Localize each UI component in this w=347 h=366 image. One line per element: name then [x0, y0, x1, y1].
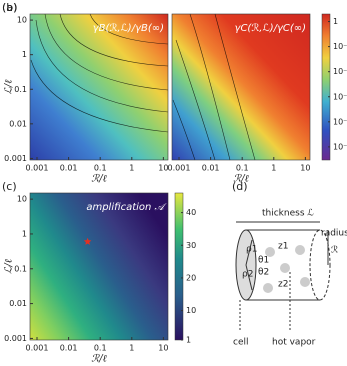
panel-title: γB(ℛ,ℒ)/γB(∞) — [93, 23, 164, 34]
panel-label: (d) — [232, 180, 248, 193]
atom — [263, 283, 273, 293]
x-tick-label: 0.001 — [26, 344, 49, 353]
panel-label: (c) — [2, 180, 17, 193]
x-tick-label: 0.01 — [60, 344, 78, 353]
colorbar — [321, 13, 331, 161]
diagram: (d) thickness ℒ radius ℛ ρ1 ρ2 θ1 θ2 z1 … — [232, 180, 347, 348]
atom — [300, 277, 310, 287]
z2-label: z2 — [278, 280, 288, 290]
radius-symbol: ℛ — [331, 246, 338, 256]
atom — [280, 263, 290, 273]
z1-label: z1 — [278, 242, 288, 252]
theta2-label: θ2 — [258, 268, 269, 278]
x-tick-label: 0.1 — [236, 164, 249, 173]
rho1 — [245, 239, 253, 266]
x-tick-label: 0.01 — [202, 164, 220, 173]
x-tick-label: 0.001 — [168, 164, 191, 173]
panel-title: γC(ℛ,ℒ)/γC(∞) — [235, 23, 306, 34]
atom — [265, 247, 275, 257]
x-tick-label: 10 — [300, 164, 310, 173]
y-axis-label: ℒ/ℓ — [4, 259, 15, 274]
heatmap-field — [30, 14, 168, 160]
marker-star — [83, 237, 92, 245]
colorbar-tick-label: 30 — [186, 241, 196, 250]
y-tick-label: 1 — [22, 229, 27, 238]
x-tick-label: 0.1 — [94, 344, 107, 353]
heatmap-field — [172, 14, 310, 160]
contour — [189, 13, 231, 161]
x-tick-label: 0.1 — [94, 164, 107, 173]
rho2-label: ρ2 — [242, 270, 253, 280]
colorbar-tick-label: 10⁻¹ — [333, 42, 347, 51]
contour — [30, 59, 169, 133]
x-axis-label: ℛ/ℓ — [91, 174, 107, 185]
y-tick-label: 0.001 — [4, 154, 27, 163]
colorbar-tick-label: 10⁻⁴ — [333, 117, 347, 126]
contour — [89, 13, 169, 45]
colorbar-tick-label: 1 — [333, 17, 338, 26]
y-tick-label: 10 — [17, 195, 27, 204]
colorbar-tick-label: 10⁻² — [333, 67, 347, 76]
panel-label: (a) — [2, 1, 17, 14]
y-tick-label: 0.1 — [14, 85, 27, 94]
colorbar — [174, 192, 184, 341]
x-tick-label: 1 — [129, 344, 134, 353]
y-tick-label: 0.01 — [9, 299, 27, 308]
colorbar-tick-label: 40 — [186, 208, 196, 217]
colorbar-tick-label: 20 — [186, 273, 196, 282]
y-tick-label: 0.001 — [4, 334, 27, 343]
rho1-label: ρ1 — [246, 245, 257, 255]
end-face — [309, 229, 331, 301]
y-tick-label: 0.1 — [14, 264, 27, 273]
contours-a — [30, 13, 169, 133]
contour — [214, 13, 256, 161]
panel-title: amplification 𝒜 — [86, 202, 167, 213]
plot-frame — [29, 192, 169, 341]
x-axis-label: ℛ/ℓ — [91, 354, 107, 365]
colorbar-tick-label: 10 — [186, 306, 196, 315]
x-tick-label: 0.001 — [26, 164, 49, 173]
panel-label: (b) — [2, 1, 18, 14]
contours-b — [172, 13, 256, 161]
thickness-label: thickness ℒ — [262, 209, 314, 219]
y-tick-label: 0.01 — [9, 119, 27, 128]
rho2 — [245, 264, 253, 291]
cell-label: cell — [233, 338, 249, 348]
contour — [44, 13, 169, 91]
contour — [172, 99, 196, 161]
contour — [35, 19, 169, 113]
heatmap-field — [30, 193, 168, 340]
atom — [295, 245, 305, 255]
y-tick-label: 1 — [22, 50, 27, 59]
x-tick-label: 10 — [158, 344, 168, 353]
colorbar-tick-label: 10⁻⁵ — [333, 142, 347, 151]
x-tick-label: 10 — [158, 164, 168, 173]
plot-frame — [171, 13, 311, 161]
x-axis-label: ℛ/ℓ — [233, 174, 249, 185]
colorbar-tick-label: 10⁻³ — [333, 92, 347, 101]
x-tick-label: 1 — [129, 164, 134, 173]
y-tick-label: 10 — [17, 16, 27, 25]
colorbar-tick-label: 1 — [186, 336, 191, 345]
y-axis-label: ℒ/ℓ — [4, 80, 15, 95]
radius-label: radius — [321, 229, 347, 239]
theta1-label: θ1 — [258, 256, 269, 266]
vapor-label: hot vapor — [272, 338, 316, 348]
plot-frame — [29, 13, 169, 161]
x-tick-label: 0.01 — [60, 164, 78, 173]
x-tick-label: 1 — [271, 164, 276, 173]
heatmaps — [30, 14, 310, 340]
contour — [59, 13, 169, 67]
contour — [175, 39, 216, 161]
